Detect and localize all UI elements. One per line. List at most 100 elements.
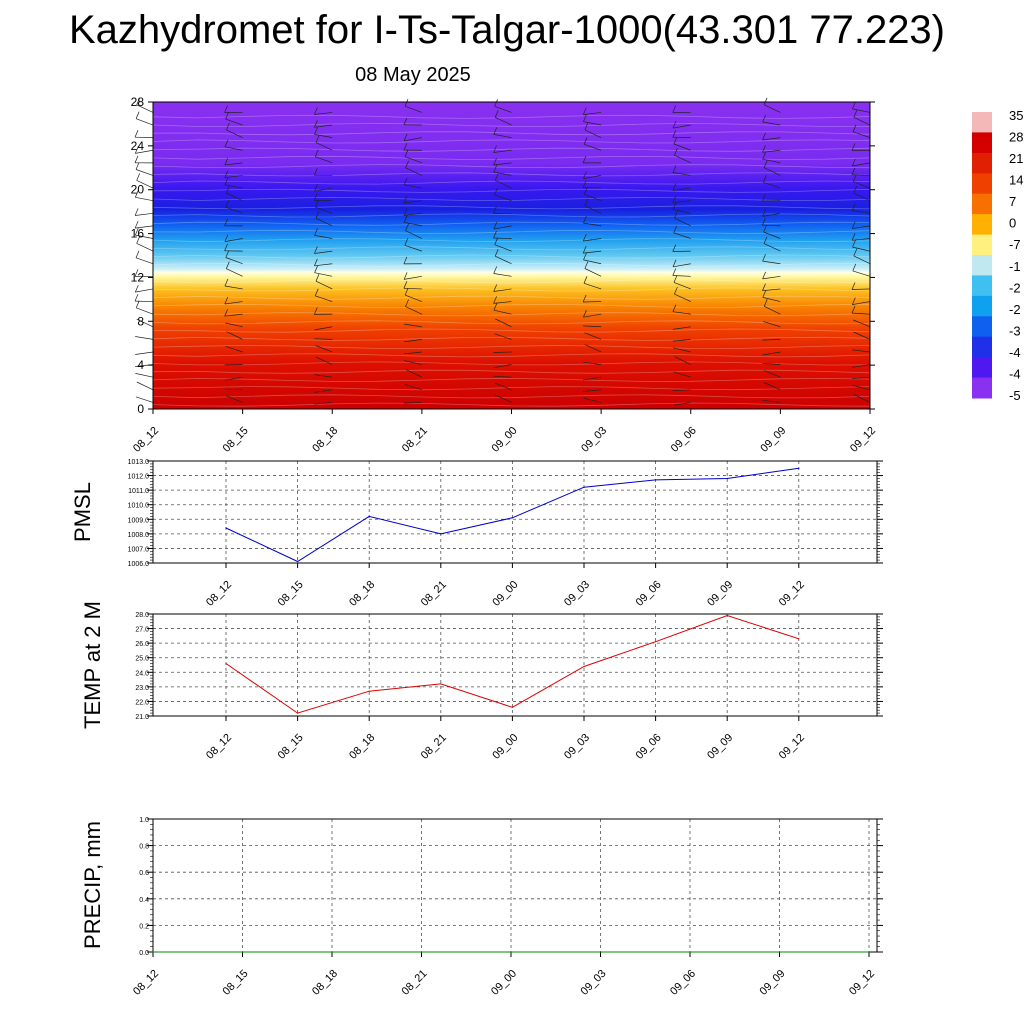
x-tick-label: 09_12 (777, 732, 807, 762)
wind-barb-flag (584, 122, 589, 131)
wind-barb (852, 376, 871, 380)
wind-barb (493, 171, 512, 176)
wind-barbs (134, 97, 871, 406)
wind-barb (763, 243, 781, 252)
wind-barb (852, 270, 871, 277)
wind-barb (583, 397, 602, 403)
wind-barb-flag (224, 105, 228, 113)
wind-barb (762, 363, 781, 365)
wind-barb-flag (405, 223, 409, 231)
wind-barb (584, 193, 602, 202)
wind-barb (135, 351, 154, 355)
wind-barb (224, 322, 243, 328)
wind-barb (673, 347, 691, 353)
wind-barb-flag (851, 305, 856, 314)
colorbar-swatch (972, 132, 992, 154)
wind-barb (135, 288, 154, 293)
wind-barb (674, 217, 691, 227)
colorbar-label: 14 (1009, 173, 1023, 188)
wind-barb-flag (851, 233, 856, 241)
wind-barb (672, 200, 691, 204)
wind-barb-flag (224, 243, 228, 251)
wind-barb (225, 257, 243, 265)
data-point (420, 951, 423, 953)
wind-barb-flag (224, 170, 229, 178)
x-tick-label: 09_09 (758, 968, 788, 998)
wind-barb-flag (134, 130, 139, 138)
wind-barb-flag (762, 175, 767, 183)
x-tick-label: 09_09 (705, 579, 735, 609)
wind-barb (852, 210, 871, 214)
wind-barb-flag (583, 114, 587, 122)
wind-barb (584, 344, 602, 353)
wind-barb (762, 212, 781, 217)
x-tick-label: 08_15 (221, 968, 251, 998)
wind-barb-flag (134, 269, 139, 277)
wind-barb-flag (763, 224, 767, 233)
wind-barb (493, 225, 512, 230)
wind-barb-flag (134, 227, 139, 236)
wind-barb-flag (404, 149, 409, 157)
wind-barb (226, 192, 243, 201)
y-tick-label: 16 (131, 227, 145, 241)
x-tick-label: 08_15 (276, 732, 306, 762)
wind-barb (852, 301, 871, 305)
wind-barb (763, 382, 781, 391)
wind-barb-flag (672, 165, 677, 173)
wind-barb-flag (672, 120, 677, 129)
wind-barb-flag (403, 142, 408, 151)
y-tick-label: 20 (131, 183, 145, 197)
wind-barb-flag (763, 160, 768, 168)
wind-barb (135, 234, 154, 239)
wind-barb-flag (226, 185, 230, 194)
wind-barb (762, 288, 781, 292)
wind-barb-flag (405, 160, 409, 168)
colorbar-swatch (972, 112, 992, 133)
wind-barb (135, 373, 154, 378)
x-tick-label: 08_12 (204, 732, 234, 762)
wind-barb (852, 349, 871, 353)
wind-barb (494, 382, 512, 391)
wind-barb-flag (403, 272, 408, 280)
data-point (798, 638, 800, 640)
chart-subtitle: 08 May 2025 (355, 64, 471, 86)
wind-barb (135, 169, 154, 176)
wind-barb-flag (403, 215, 408, 223)
x-tick-label: 09_03 (579, 968, 609, 998)
wind-barb (403, 212, 422, 216)
wind-barb (762, 224, 781, 227)
pmsl-panel: 1006.0 1007.0 1008.0 1009.0 1010.0 1011.0 1012… (70, 459, 883, 609)
wind-barb-flag (315, 211, 320, 219)
wind-barb-flag (404, 238, 409, 246)
wind-barb-flag (405, 299, 409, 307)
wind-barb-flag (403, 195, 408, 204)
wind-barb-flag (404, 99, 409, 107)
wind-barb-flag (493, 145, 497, 153)
wind-barb (135, 225, 154, 229)
y-tick-label: 0 (137, 402, 144, 416)
wind-barb-flag (314, 246, 318, 254)
x-tick-label: 08_18 (347, 732, 377, 762)
wind-barb-flag (582, 155, 587, 164)
wind-barb (584, 205, 602, 214)
wind-barb-flag (673, 275, 678, 283)
x-tick-label: 09_00 (490, 425, 520, 455)
wind-barb-flag (494, 187, 498, 195)
wind-barb (672, 389, 691, 391)
data-point (510, 951, 512, 953)
wind-barb (672, 311, 691, 315)
wind-barb (314, 338, 333, 340)
contour-line (152, 246, 871, 251)
contour-line (152, 114, 871, 119)
contour-line (152, 270, 871, 275)
x-tick-label: 09_03 (562, 579, 592, 609)
panel-frame (152, 460, 878, 564)
wind-barb-flag (314, 184, 318, 192)
wind-barb-flag (404, 287, 409, 296)
wind-barb-flag (225, 261, 230, 269)
contour-line (152, 345, 871, 349)
wind-barb-flag (314, 149, 319, 157)
wind-barb-flag (672, 304, 677, 312)
